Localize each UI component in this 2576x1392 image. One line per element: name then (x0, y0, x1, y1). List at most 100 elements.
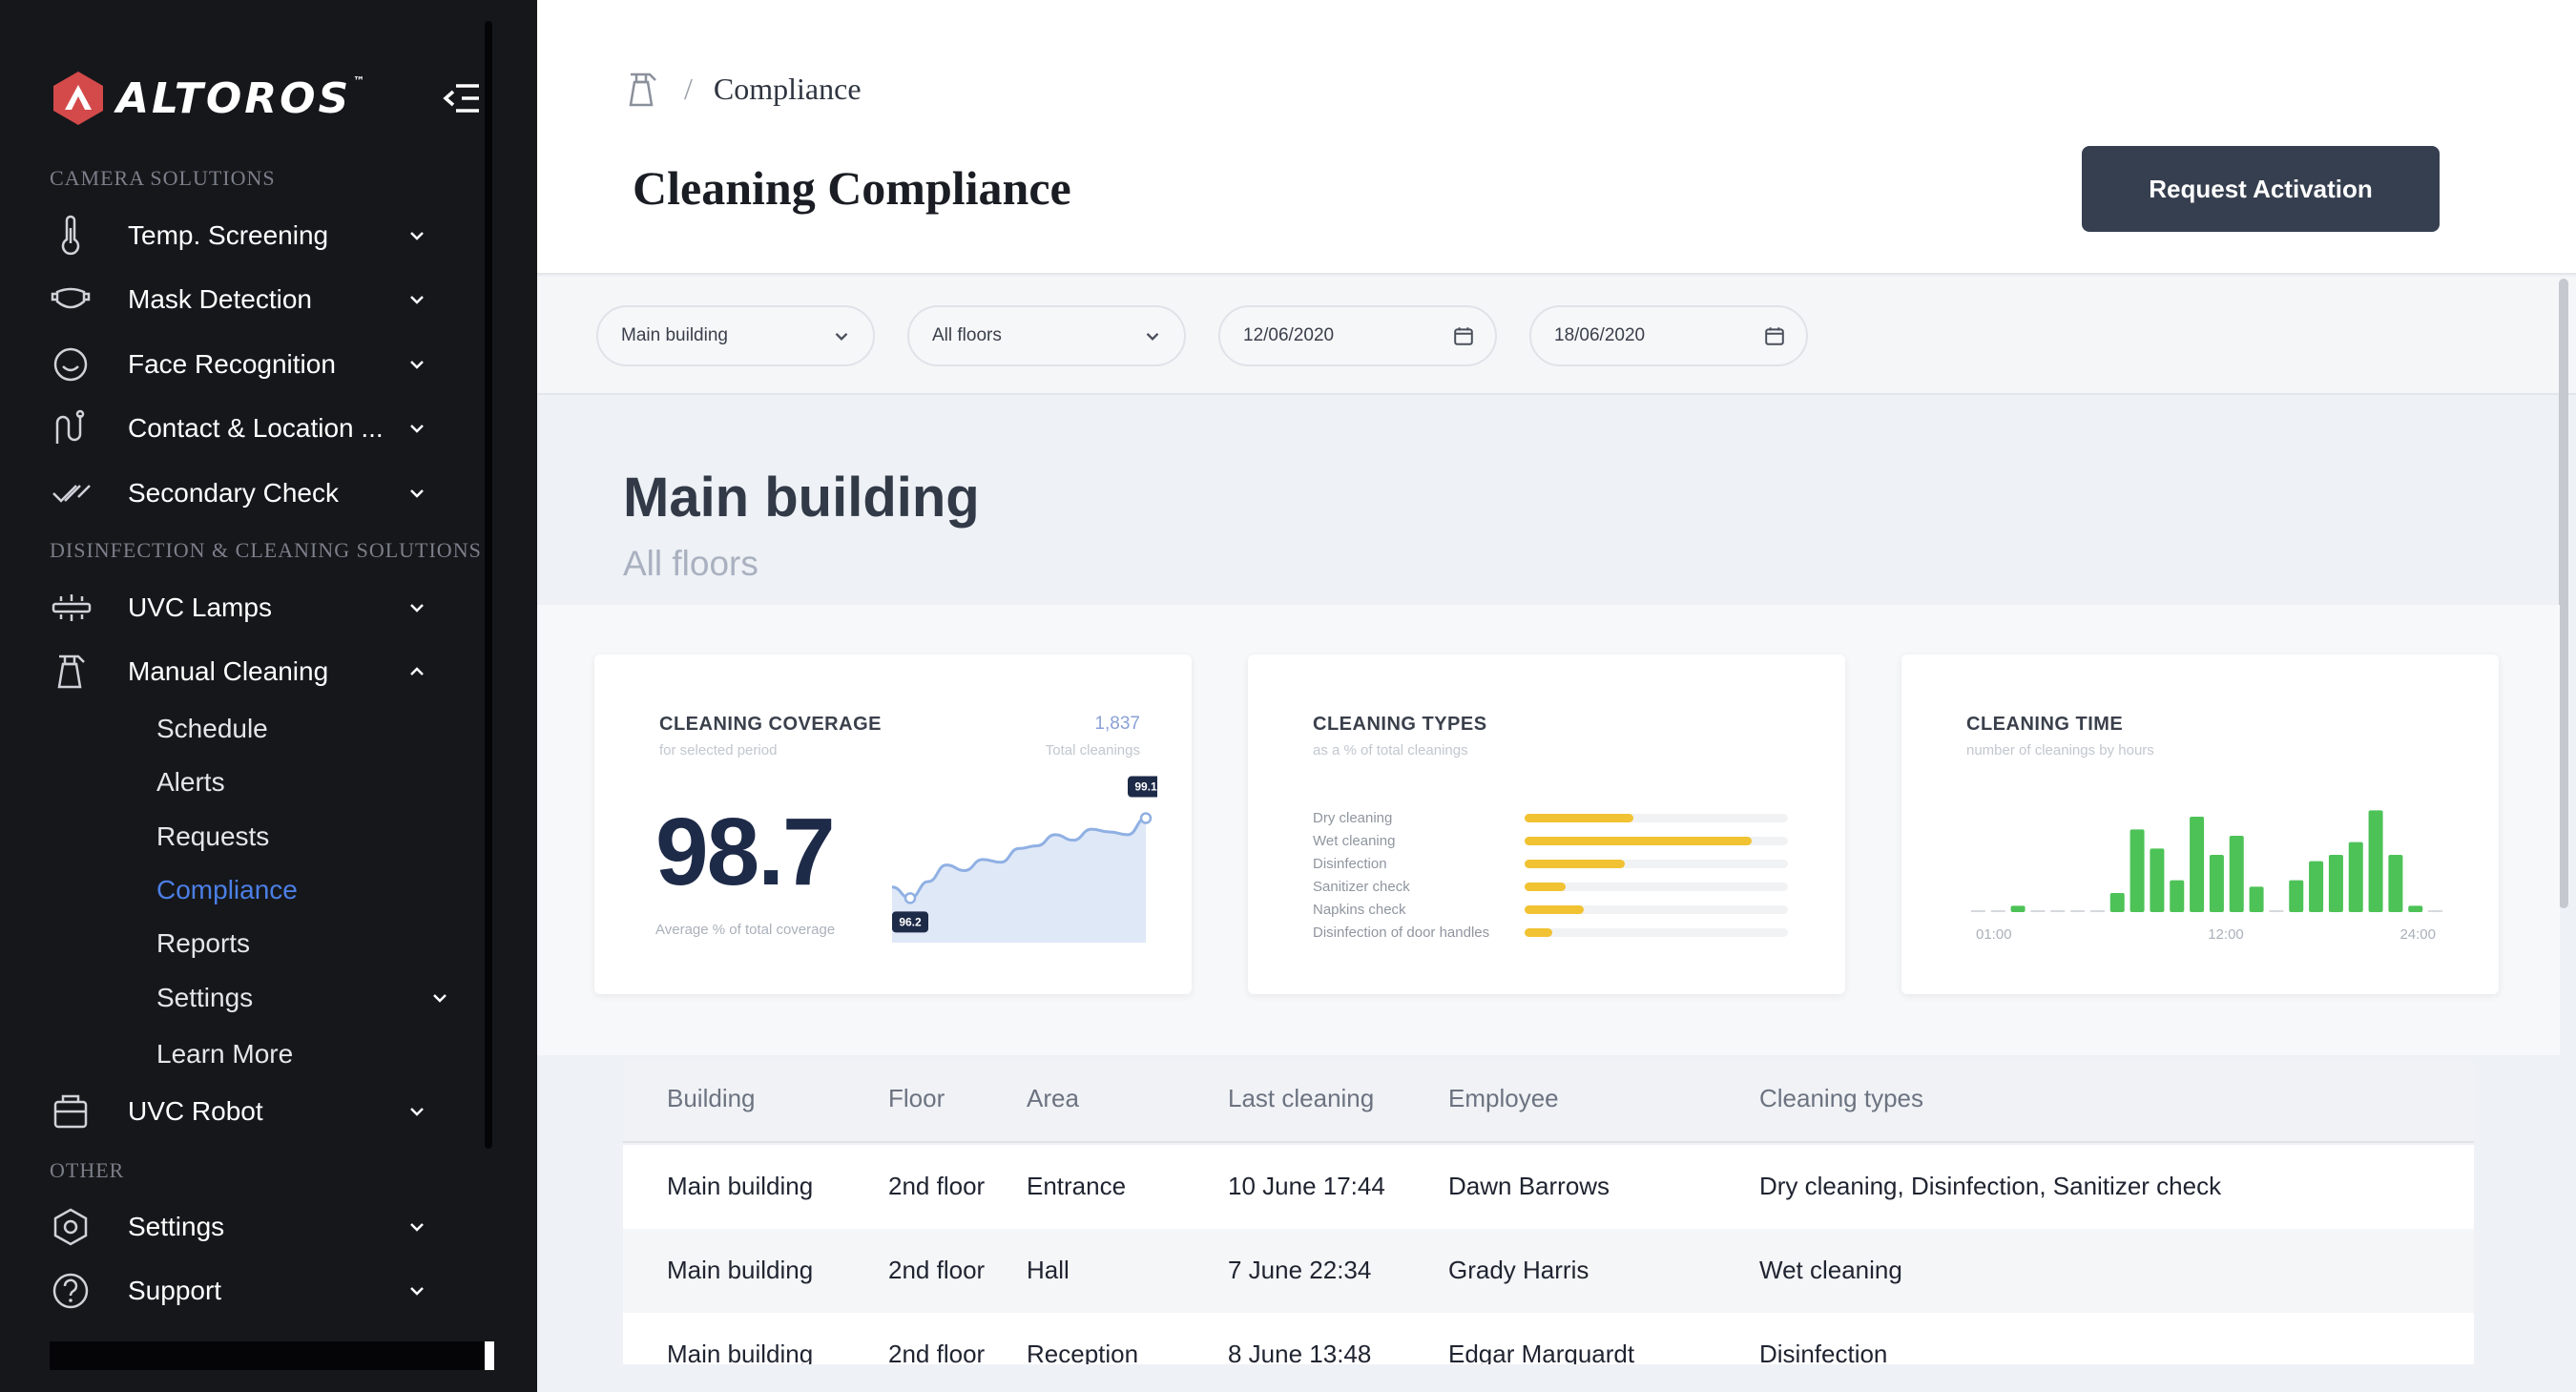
route-icon (50, 407, 107, 449)
double-check-icon (50, 472, 107, 514)
sub-reports[interactable]: Reports (156, 928, 251, 958)
chevron-down-icon (1146, 332, 1159, 342)
nav-manual-cleaning-label: Manual Cleaning (128, 656, 329, 686)
coverage-title: CLEANING COVERAGE (659, 714, 882, 735)
coverage-card: CLEANING COVERAGE for selected period 1,… (594, 654, 1192, 994)
time-bar (2129, 829, 2145, 912)
time-bar (2328, 855, 2343, 912)
coverage-line-chart: 96.2 99.1 (891, 776, 1157, 943)
chevron-down-icon[interactable] (403, 414, 431, 443)
cell-floor: 2nd floor (888, 1172, 986, 1200)
type-row: Disinfection (1313, 853, 1788, 874)
col-building[interactable]: Building (667, 1084, 756, 1112)
type-row: Dry cleaning (1313, 807, 1788, 828)
types-subtitle: as a % of total cleanings (1313, 742, 1468, 758)
chevron-down-icon[interactable] (403, 1097, 431, 1126)
chevron-down-icon[interactable] (426, 984, 454, 1012)
chevron-down-icon[interactable] (403, 479, 431, 508)
time-card: CLEANING TIME number of cleanings by hou… (1901, 654, 2499, 994)
metrics-cards: CLEANING COVERAGE for selected period 1,… (537, 605, 2560, 1055)
type-row: Disinfection of door handles (1313, 922, 1788, 943)
chevron-down-icon[interactable] (403, 350, 431, 379)
time-tick-label: 01:00 (1976, 926, 2012, 943)
time-bar (2010, 905, 2025, 912)
calendar-icon[interactable] (1764, 325, 1785, 346)
type-bar (1525, 836, 1752, 845)
chevron-down-icon[interactable] (403, 1277, 431, 1305)
sub-compliance[interactable]: Compliance (156, 875, 298, 904)
sidebar-scrollbar[interactable] (485, 21, 492, 1149)
type-label: Disinfection of door handles (1313, 924, 1490, 941)
chevron-down-icon[interactable] (403, 285, 431, 314)
col-area[interactable]: Area (1027, 1084, 1079, 1112)
nav-face-recognition-label: Face Recognition (128, 349, 336, 379)
table-header: Building Floor Area Last cleaning Employ… (623, 1061, 2474, 1143)
floors-select[interactable]: All floors (907, 305, 1186, 366)
nav-mask-detection-label: Mask Detection (128, 284, 312, 314)
table-row[interactable]: Main building 2nd floor Hall 7 June 22:3… (623, 1229, 2474, 1313)
calendar-icon[interactable] (1453, 325, 1474, 346)
nav-settings[interactable]: Settings (50, 1200, 431, 1254)
nav-uvc-robot[interactable]: UVC Robot (50, 1085, 431, 1138)
building-select[interactable]: Main building (596, 305, 875, 366)
sidebar-horizontal-scrollbar[interactable] (50, 1341, 494, 1370)
chevron-down-icon[interactable] (403, 593, 431, 622)
page-title: Cleaning Compliance (633, 161, 1071, 215)
table-row[interactable]: Main building 2nd floor Entrance 10 June… (623, 1145, 2474, 1229)
date-from-input[interactable]: 12/06/2020 (1218, 305, 1497, 366)
date-to-value: 18/06/2020 (1554, 325, 1646, 345)
chevron-down-icon[interactable] (403, 1213, 431, 1241)
col-last-cleaning[interactable]: Last cleaning (1228, 1084, 1375, 1112)
nav-uvc-lamps[interactable]: UVC Lamps (50, 581, 431, 634)
cell-last-cleaning: 8 June 13:48 (1228, 1340, 1372, 1364)
type-bar (1525, 904, 1584, 914)
cell-cleaning-types: Dry cleaning, Disinfection, Sanitizer ch… (1759, 1172, 2222, 1200)
time-bar (2348, 841, 2363, 912)
section-other: Other (50, 1158, 125, 1182)
col-floor[interactable]: Floor (888, 1084, 945, 1112)
time-bar (2229, 836, 2244, 912)
coverage-max-marker-label: 99.1 (1134, 780, 1157, 794)
date-to-input[interactable]: 18/06/2020 (1529, 305, 1808, 366)
nav-secondary-check[interactable]: Secondary Check (50, 467, 431, 520)
spray-bottle-icon (50, 651, 107, 693)
nav-contact-location[interactable]: Contact & Location ... (50, 402, 431, 455)
time-bar (2388, 855, 2403, 912)
sub-alerts[interactable]: Alerts (156, 767, 225, 797)
nav-contact-location-label: Contact & Location ... (128, 413, 384, 443)
chevron-down-icon (835, 332, 848, 342)
type-label: Sanitizer check (1313, 878, 1410, 895)
spray-bottle-icon[interactable] (625, 69, 663, 109)
time-bar (2209, 855, 2224, 912)
nav-temp-screening[interactable]: Temp. Screening (50, 209, 431, 262)
breadcrumb-current: Compliance (713, 71, 862, 106)
altoros-logo-icon (53, 72, 103, 125)
nav-support[interactable]: Support (50, 1264, 431, 1318)
section-camera-solutions: Camera Solutions (50, 166, 276, 190)
sub-requests[interactable]: Requests (156, 821, 270, 851)
gear-icon (50, 1206, 107, 1248)
content-scrollbar[interactable] (2559, 279, 2568, 908)
nav-manual-cleaning[interactable]: Manual Cleaning (50, 645, 431, 698)
chevron-down-icon[interactable] (403, 221, 431, 250)
cleanings-table: Building Floor Area Last cleaning Employ… (623, 1061, 2474, 1364)
collapse-sidebar-icon[interactable] (443, 80, 481, 116)
time-bar (2150, 848, 2165, 912)
nav-face-recognition[interactable]: Face Recognition (50, 338, 431, 391)
nav-secondary-check-label: Secondary Check (128, 478, 340, 508)
type-bar (1525, 927, 1552, 937)
sidebar-scroll-thumb[interactable] (485, 1341, 494, 1370)
type-row: Wet cleaning (1313, 830, 1788, 851)
request-activation-button[interactable]: Request Activation (2082, 146, 2440, 232)
time-title: CLEANING TIME (1966, 714, 2124, 735)
sub-schedule[interactable]: Schedule (156, 714, 268, 743)
sub-learn-more[interactable]: Learn More (156, 1039, 294, 1069)
chevron-up-icon[interactable] (403, 657, 431, 686)
nav-mask-detection[interactable]: Mask Detection (50, 273, 431, 326)
col-employee[interactable]: Employee (1448, 1084, 1559, 1112)
type-label: Napkins check (1313, 901, 1406, 918)
col-cleaning-types[interactable]: Cleaning types (1759, 1084, 1923, 1112)
sub-settings[interactable]: Settings (156, 983, 254, 1012)
cell-cleaning-types: Wet cleaning (1759, 1256, 1902, 1284)
table-row[interactable]: Main building 2nd floor Reception 8 June… (623, 1313, 2474, 1364)
